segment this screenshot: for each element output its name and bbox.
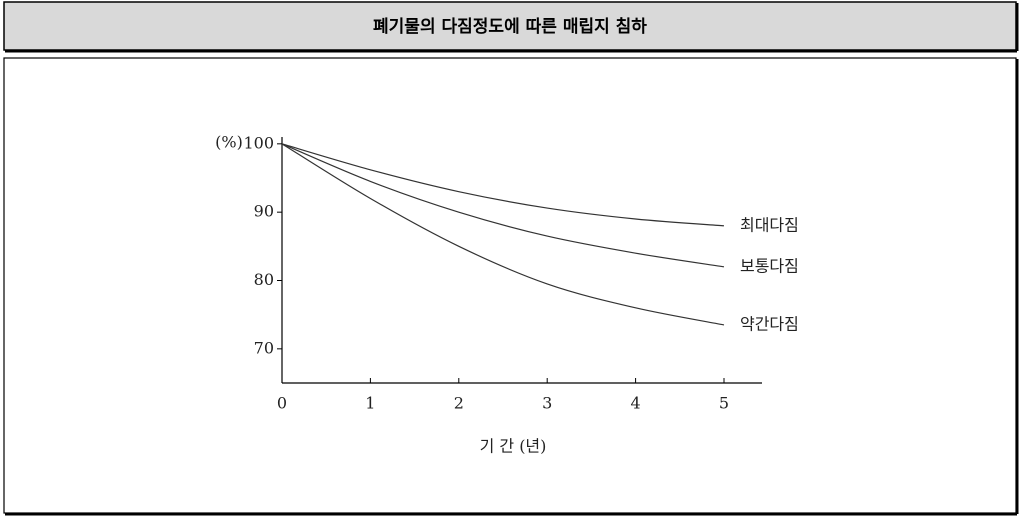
x-tick-label: 3 <box>542 394 552 413</box>
x-tick-label: 2 <box>454 394 464 413</box>
x-tick-label: 5 <box>719 394 729 413</box>
chart-title: 폐기물의 다짐정도에 따른 매립지 침하 <box>373 16 647 37</box>
y-axis-label: (%) <box>215 133 243 152</box>
x-tick-label: 0 <box>277 394 287 413</box>
y-tick-label: 100 <box>243 133 274 152</box>
series-label: 약간다짐 <box>740 314 799 333</box>
x-axis-label: 기 간 (년) <box>480 437 547 456</box>
x-tick-label: 4 <box>630 394 640 413</box>
line <box>281 143 725 227</box>
line <box>281 143 725 326</box>
series-label: 최대다짐 <box>740 215 799 234</box>
y-tick-label: 90 <box>254 202 274 221</box>
y-tick-label: 80 <box>254 270 274 289</box>
series-label: 보통다짐 <box>740 256 799 275</box>
y-tick-label: 70 <box>254 338 274 357</box>
x-tick-label: 1 <box>365 394 375 413</box>
title-bar <box>3 1 1017 51</box>
chart-panel <box>3 57 1017 514</box>
line <box>281 143 725 268</box>
